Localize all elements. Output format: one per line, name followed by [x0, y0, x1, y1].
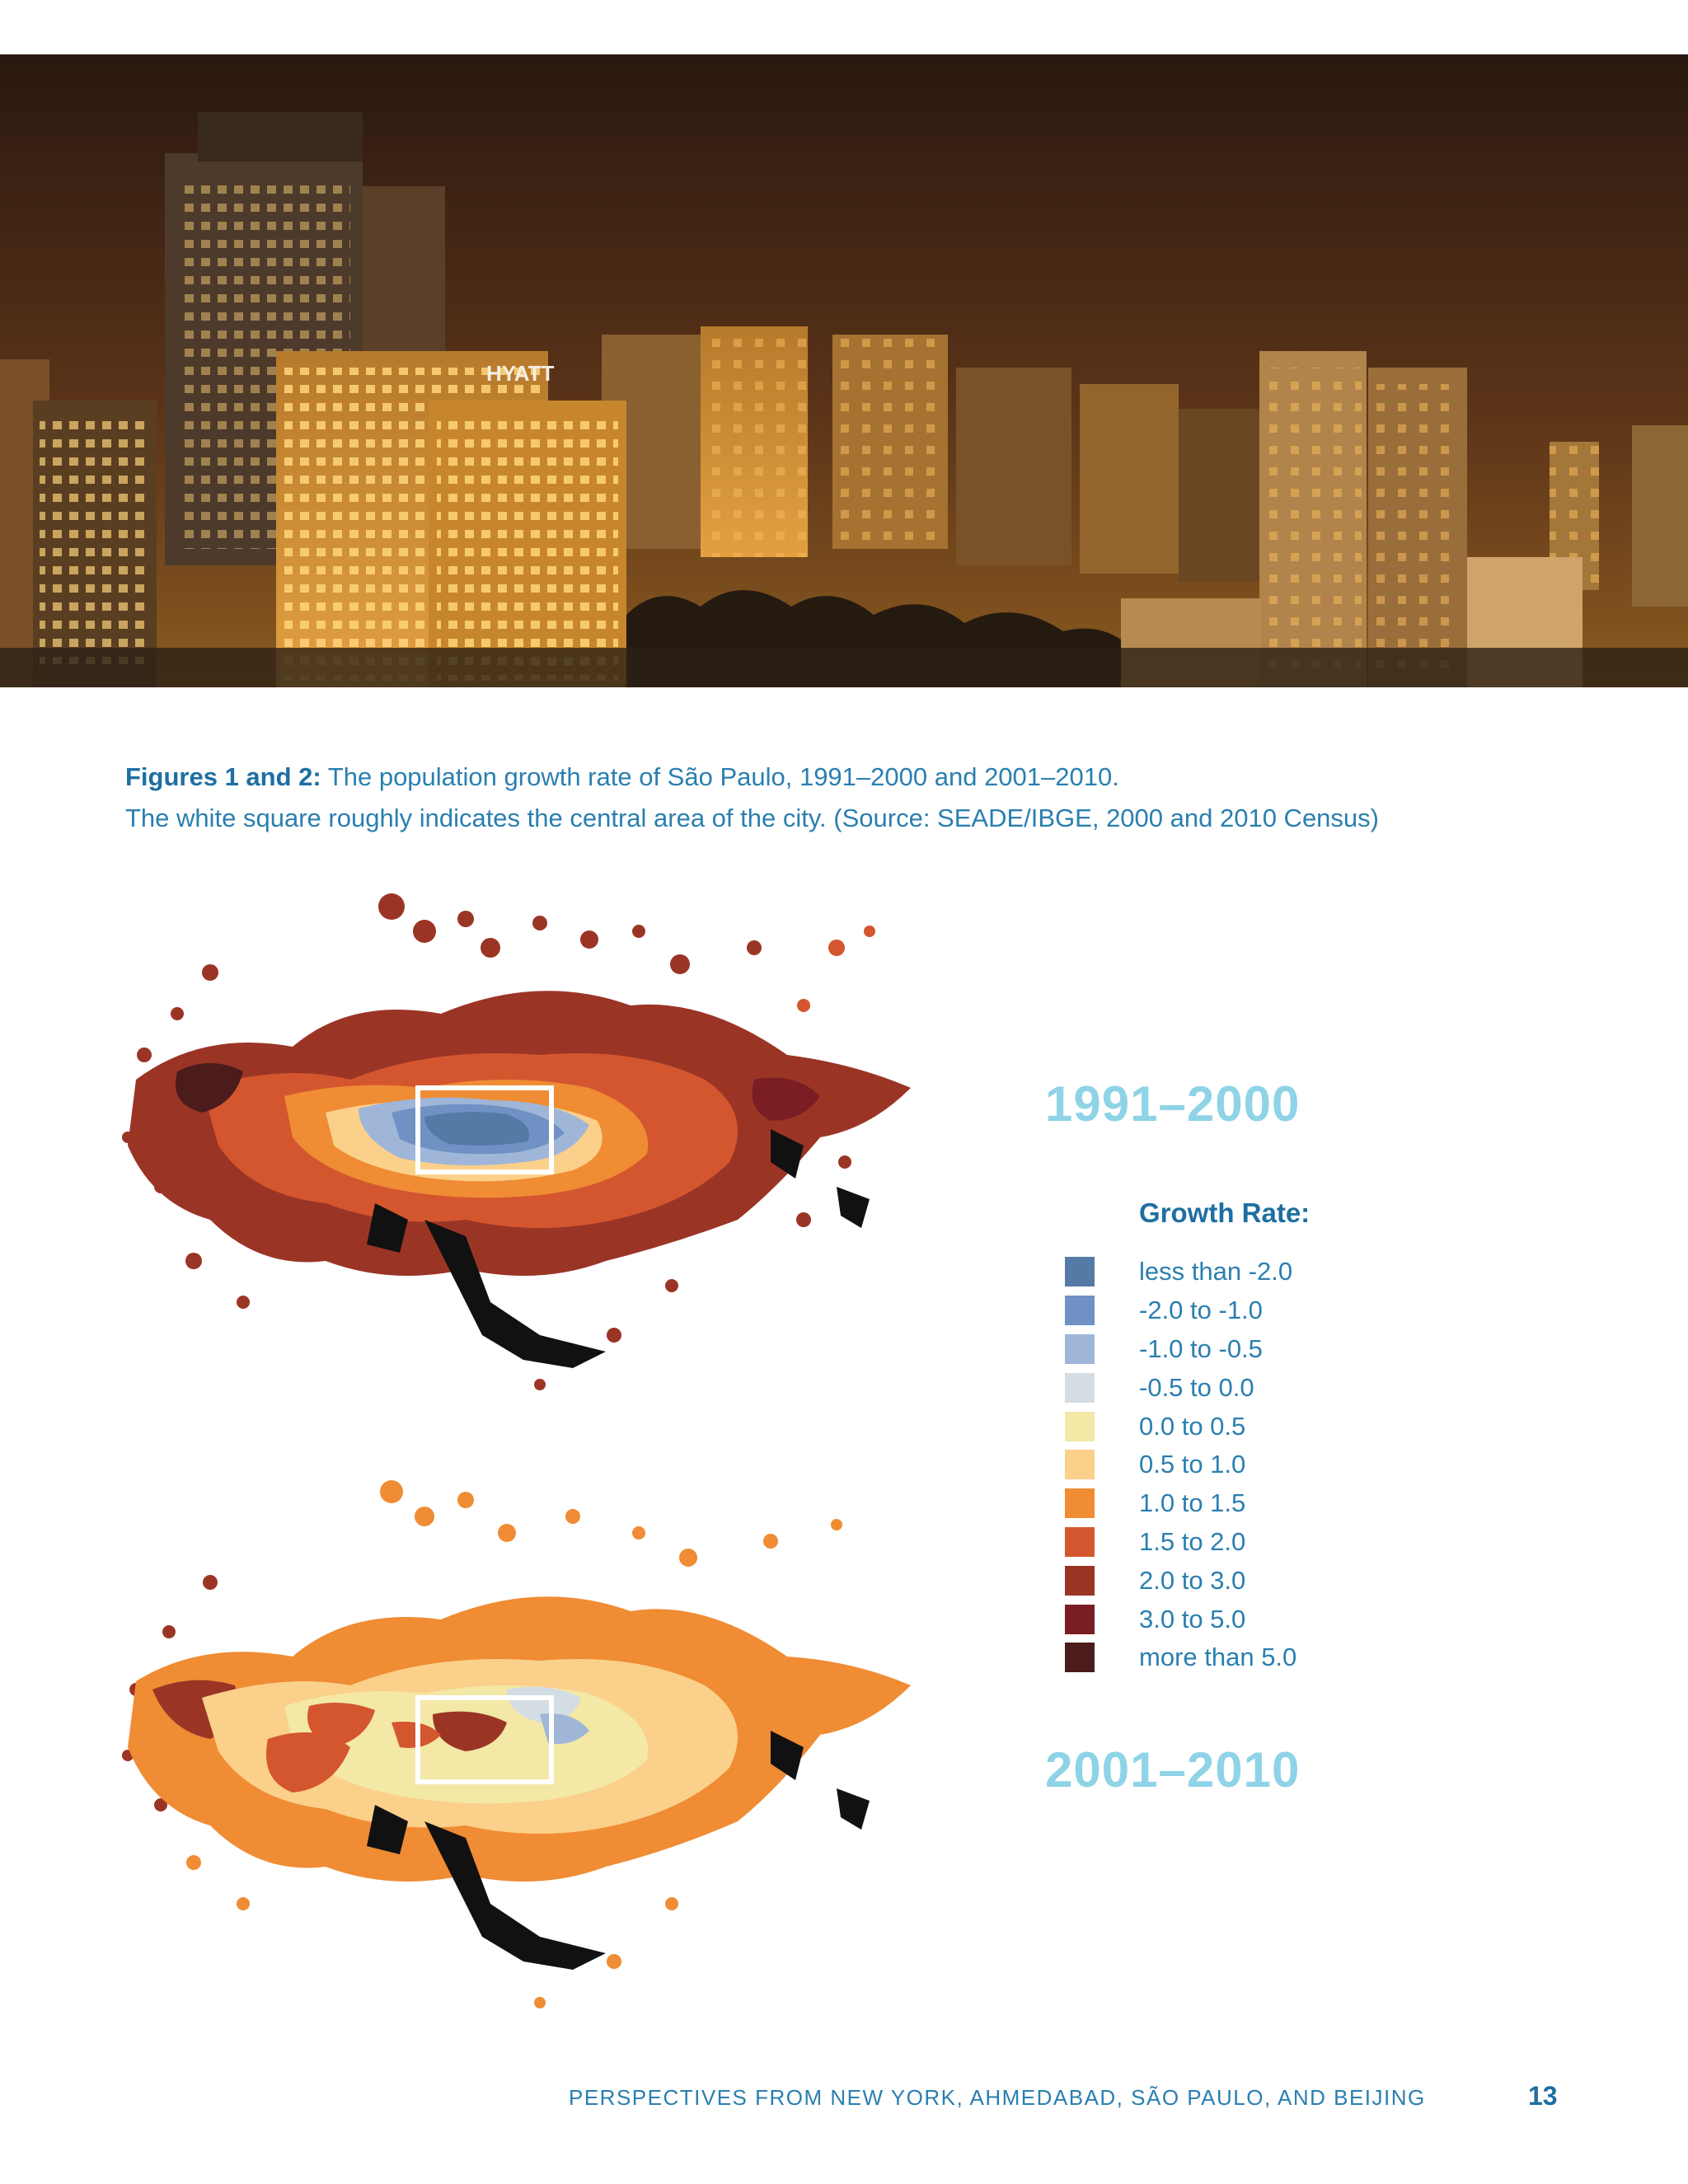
running-footer: PERSPECTIVES FROM NEW YORK, AHMEDABAD, S…: [569, 2085, 1426, 2110]
legend-label: -1.0 to -0.5: [1139, 1333, 1263, 1363]
growth-map-1991-2000: [122, 893, 911, 1390]
legend-title: Growth Rate:: [1139, 1197, 1311, 1228]
hyatt-sign: HYATT: [486, 361, 554, 386]
growth-map-2001-2010: [122, 1480, 911, 2008]
legend-label: 0.0 to 0.5: [1139, 1411, 1246, 1441]
legend-label: 1.0 to 1.5: [1139, 1488, 1246, 1518]
legend-item: -2.0 to -1.0: [1065, 1291, 1296, 1330]
city-skyline-photo: HYATT: [0, 54, 1688, 687]
legend-item: 0.5 to 1.0: [1065, 1446, 1296, 1484]
legend-label: less than -2.0: [1139, 1257, 1293, 1286]
legend-item: 3.0 to 5.0: [1065, 1600, 1296, 1638]
legend-label: -2.0 to -1.0: [1139, 1296, 1263, 1325]
period-label-2001-2010: 2001–2010: [1045, 1742, 1301, 1797]
caption-line-2: The white square roughly indicates the c…: [125, 804, 1379, 832]
caption-line-1: The population growth rate of São Paulo,…: [327, 762, 1119, 791]
legend-label: 2.0 to 3.0: [1139, 1565, 1246, 1595]
legend-swatch: [1065, 1526, 1095, 1557]
legend-label: 0.5 to 1.0: [1139, 1450, 1246, 1479]
legend-swatch: [1065, 1372, 1095, 1403]
legend-swatch: [1065, 1296, 1095, 1326]
caption-lead: Figures 1 and 2:: [125, 762, 321, 791]
legend-item: more than 5.0: [1065, 1638, 1296, 1677]
legend-item: 1.5 to 2.0: [1065, 1523, 1296, 1562]
legend-item: -1.0 to -0.5: [1065, 1330, 1296, 1369]
legend-item: less than -2.0: [1065, 1253, 1296, 1291]
legend-label: 3.0 to 5.0: [1139, 1604, 1246, 1633]
legend-item: 0.0 to 0.5: [1065, 1407, 1296, 1446]
legend-label: 1.5 to 2.0: [1139, 1526, 1246, 1556]
period-label-1991-2000: 1991–2000: [1045, 1076, 1301, 1132]
legend-label: -0.5 to 0.0: [1139, 1372, 1254, 1402]
legend-swatch: [1065, 1643, 1095, 1673]
legend-item: 1.0 to 1.5: [1065, 1484, 1296, 1523]
page-number: 13: [1528, 2081, 1558, 2111]
legend-swatch: [1065, 1450, 1095, 1480]
legend-swatch: [1065, 1257, 1095, 1287]
figure-caption: Figures 1 and 2: The population growth r…: [125, 757, 1625, 839]
legend-item: 2.0 to 3.0: [1065, 1561, 1296, 1600]
growth-rate-legend: less than -2.0 -2.0 to -1.0 -1.0 to -0.5…: [1065, 1253, 1296, 1677]
legend-label: more than 5.0: [1139, 1643, 1297, 1672]
legend-swatch: [1065, 1604, 1095, 1634]
legend-item: -0.5 to 0.0: [1065, 1368, 1296, 1407]
legend-swatch: [1065, 1333, 1095, 1364]
legend-swatch: [1065, 1565, 1095, 1596]
legend-swatch: [1065, 1411, 1095, 1441]
legend-swatch: [1065, 1488, 1095, 1519]
